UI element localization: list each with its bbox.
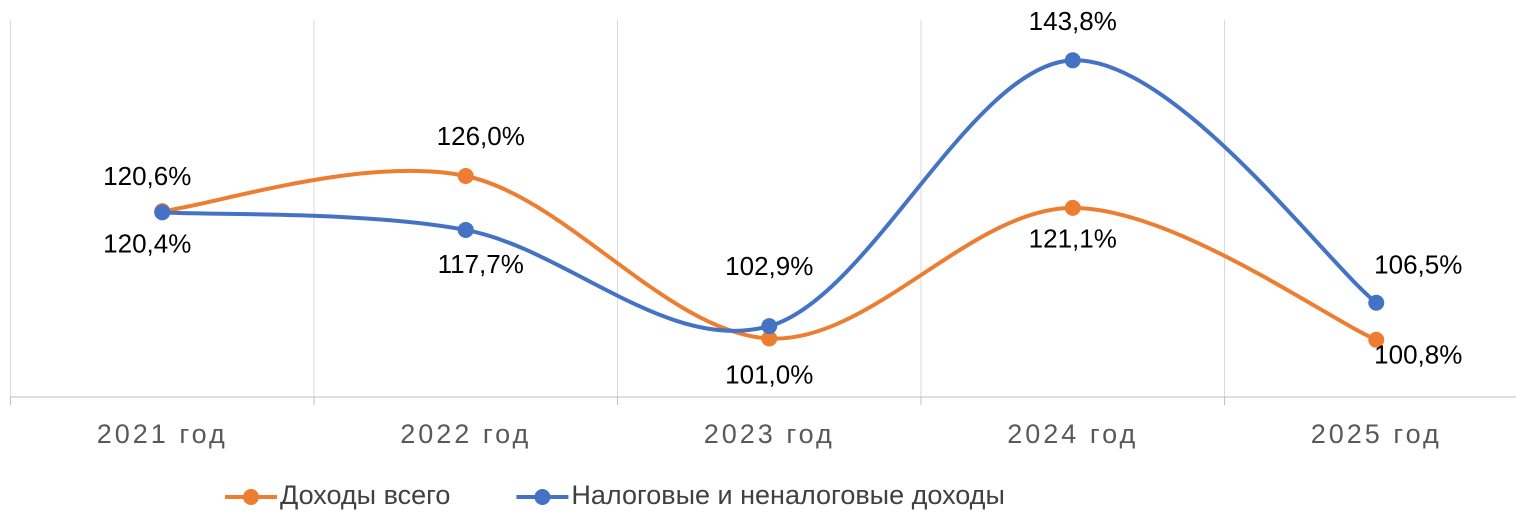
series-line xyxy=(160,58,1379,333)
legend-label: Налоговые и неналоговые доходы xyxy=(571,480,1004,510)
marker xyxy=(457,168,474,184)
legend-marker xyxy=(243,489,259,505)
data-label: 100,8% xyxy=(1374,340,1462,370)
x-tick-label: 2022 год xyxy=(400,419,531,449)
marker xyxy=(1064,199,1081,216)
legend-marker xyxy=(534,489,551,505)
data-label: 101,0% xyxy=(725,359,813,389)
data-label: 106,5% xyxy=(1374,250,1462,280)
x-tick-label: 2025 год xyxy=(1311,419,1442,449)
marker xyxy=(761,318,778,335)
x-tick-label: 2023 год xyxy=(704,419,835,449)
data-label: 121,1% xyxy=(1029,224,1117,254)
data-label: 143,8% xyxy=(1029,6,1117,36)
data-label: 120,4% xyxy=(103,228,191,258)
legend-label: Доходы всего xyxy=(280,480,450,510)
marker xyxy=(457,221,474,238)
marker xyxy=(1064,52,1081,69)
data-label: 117,7% xyxy=(438,249,524,279)
x-tick-label: 2021 год xyxy=(97,419,228,449)
marker xyxy=(1368,294,1385,311)
marker xyxy=(1368,331,1385,348)
data-label: 102,9% xyxy=(725,251,813,281)
data-label: 126,0% xyxy=(437,121,525,151)
data-label: 120,6% xyxy=(103,161,191,191)
marker xyxy=(761,330,778,347)
x-tick-label: 2024 год xyxy=(1007,419,1138,449)
marker xyxy=(154,204,171,221)
